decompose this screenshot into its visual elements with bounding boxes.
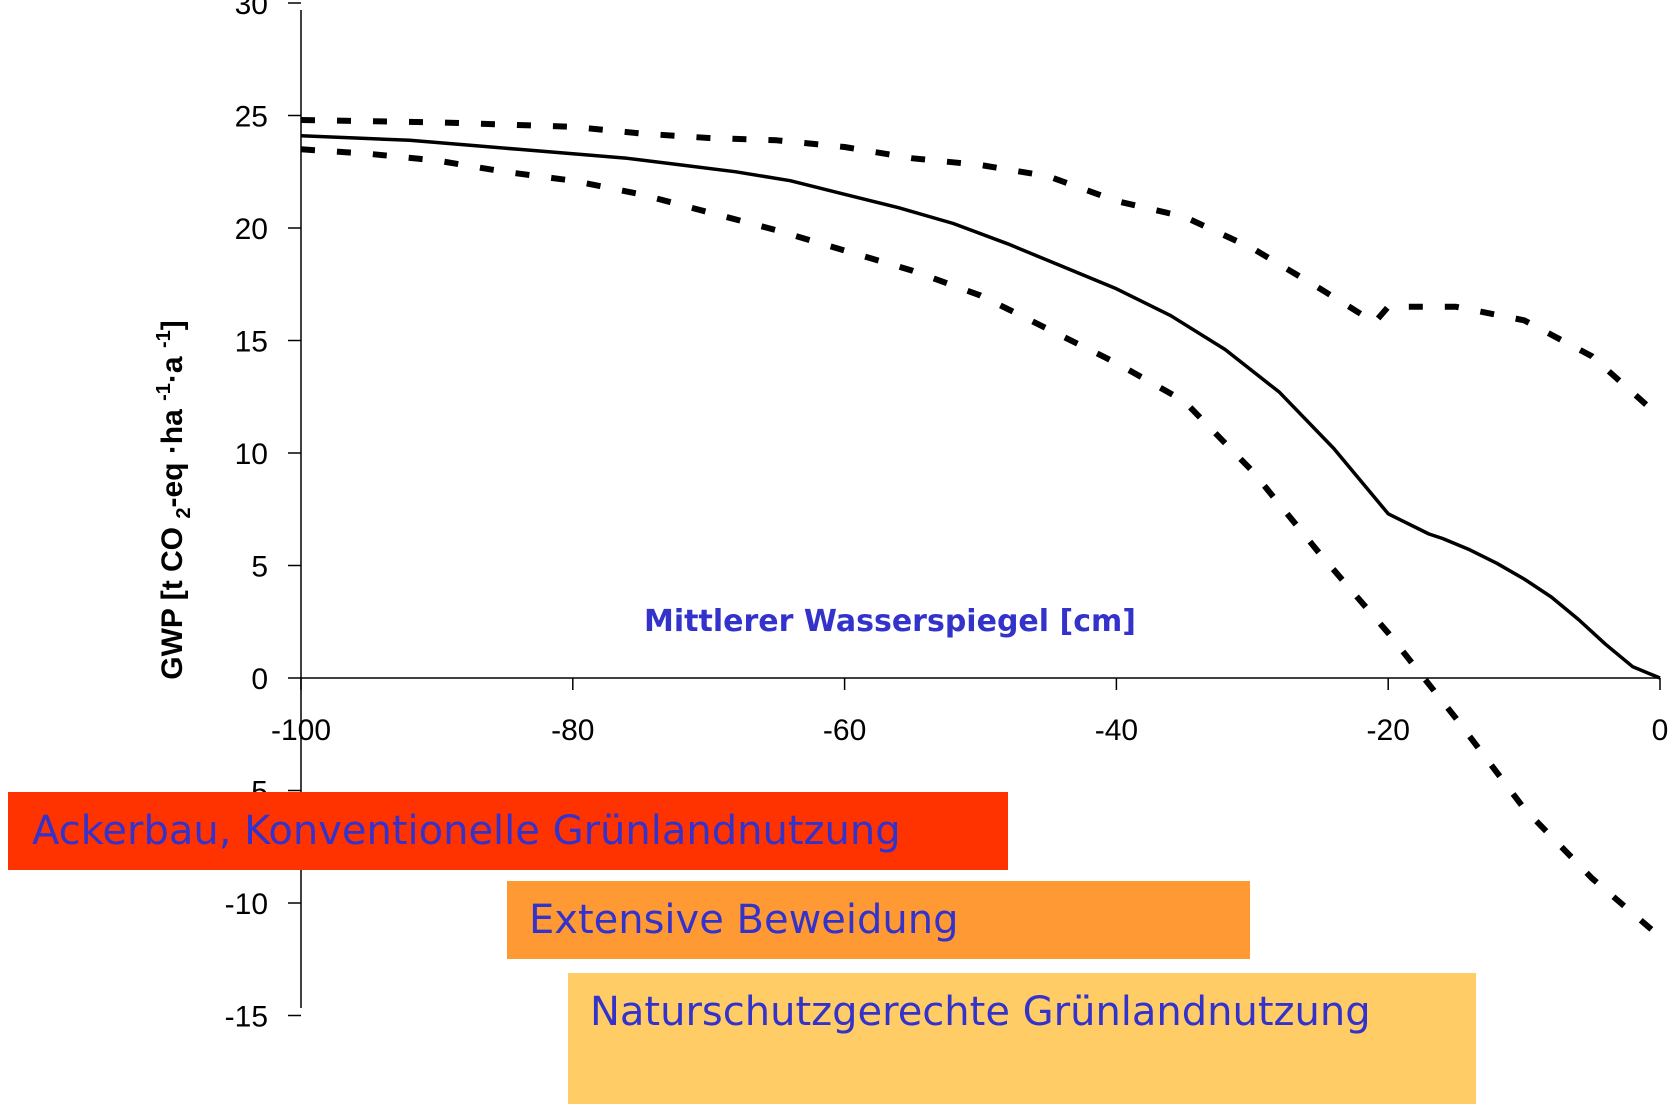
y-axis-label-superscript-2: -1 (153, 330, 175, 348)
x-ticks: -100 -80 -60 -40 -20 0 (271, 678, 1668, 747)
x-tick-label: -20 (1367, 714, 1410, 747)
land-use-band-extensive: Extensive Beweidung (507, 881, 1250, 959)
series-group (300, 117, 1662, 940)
y-axis-label-part-1: GWP [t CO (156, 519, 189, 680)
x-tick-label: -40 (1095, 714, 1138, 747)
y-axis-label-part-3: ·a (156, 348, 189, 383)
y-axis-label: GWP [t CO 2-eq ·ha -1·a -1] (153, 320, 195, 680)
y-tick-label: -15 (225, 1001, 268, 1034)
series-line-solid (300, 134, 1661, 680)
x-axis-label: Mittlerer Wasserspiegel [cm] (644, 604, 1136, 639)
y-tick-label: 20 (235, 213, 268, 246)
y-axis-label-superscript-1: -1 (153, 383, 175, 401)
y-tick-label: 0 (251, 663, 268, 696)
series-line-dashed-upper (300, 117, 1662, 420)
band-naturschutz-text: Naturschutzgerechte Grünlandnutzung (590, 989, 1371, 1035)
x-axis: -100 -80 -60 -40 -20 0 (271, 677, 1668, 747)
x-tick-label: 0 (1652, 714, 1669, 747)
y-axis-label-subscript-2: 2 (173, 508, 195, 519)
land-use-band-naturschutz: Naturschutzgerechte Grünlandnutzung (568, 973, 1476, 1104)
y-axis-label-part-2: -eq ·ha (156, 401, 189, 508)
y-tick-label: -10 (225, 888, 268, 921)
series-line-dashed-lower (300, 146, 1662, 940)
x-tick-label: -100 (271, 714, 331, 747)
y-axis-label-part-4: ] (156, 320, 189, 330)
y-tick-label: 25 (235, 101, 268, 134)
y-tick-label: 30 (235, 0, 268, 21)
y-tick-label: 5 (251, 551, 268, 584)
land-use-band-ackerbau: Ackerbau, Konventionelle Grünlandnutzung (8, 792, 1008, 870)
x-tick-label: -60 (823, 714, 866, 747)
y-tick-label: 10 (235, 438, 268, 471)
x-tick-label: -80 (551, 714, 594, 747)
y-tick-label: 15 (235, 326, 268, 359)
